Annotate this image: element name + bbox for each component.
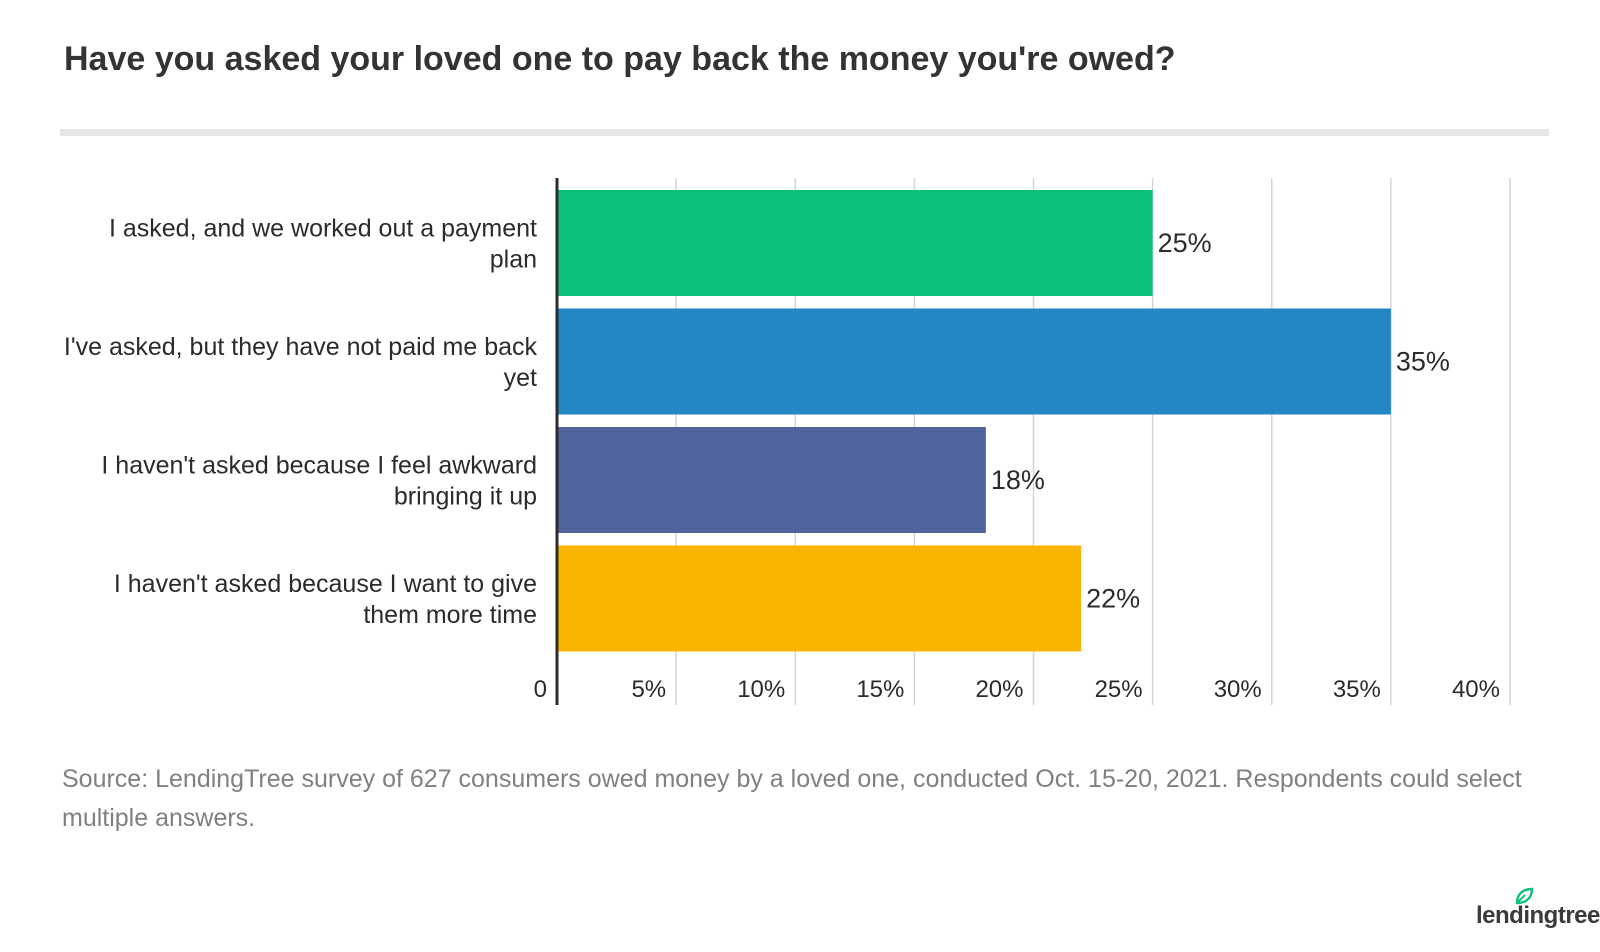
bar-chart: 25% I asked, and we worked out a payment p… xyxy=(64,178,1511,705)
bar xyxy=(557,308,1391,415)
value-label: 22% xyxy=(1086,584,1140,614)
category-label: I asked, and we worked out a payment plan xyxy=(109,215,537,274)
value-label: 35% xyxy=(1396,347,1450,377)
x-tick-label: 10% xyxy=(737,676,785,703)
x-tick-label: 25% xyxy=(1095,676,1143,703)
category-label: I haven't asked because I feel awkward br… xyxy=(101,452,537,511)
category-label: I haven't asked because I want to give th… xyxy=(114,570,537,629)
x-tick-label: 5% xyxy=(631,676,666,703)
bar xyxy=(557,545,1082,652)
x-tick-label: 0 xyxy=(534,676,547,703)
category-label: I've asked, but they have not paid me ba… xyxy=(64,333,538,392)
bar xyxy=(557,190,1153,296)
x-tick-label: 30% xyxy=(1214,676,1262,703)
lendingtree-logo: lendingtree xyxy=(1476,902,1600,929)
leaf-icon xyxy=(1515,887,1534,905)
source-note: Source: LendingTree survey of 627 consum… xyxy=(62,765,1522,832)
title-divider xyxy=(60,129,1549,136)
bar xyxy=(557,427,986,533)
x-tick-label: 20% xyxy=(975,676,1023,703)
x-tick-label: 40% xyxy=(1452,676,1500,703)
x-tick-label: 15% xyxy=(856,676,904,703)
value-label: 25% xyxy=(1158,228,1212,258)
x-tick-label: 35% xyxy=(1333,676,1381,703)
chart-title: Have you asked your loved one to pay bac… xyxy=(64,40,1176,78)
value-label: 18% xyxy=(991,465,1045,495)
